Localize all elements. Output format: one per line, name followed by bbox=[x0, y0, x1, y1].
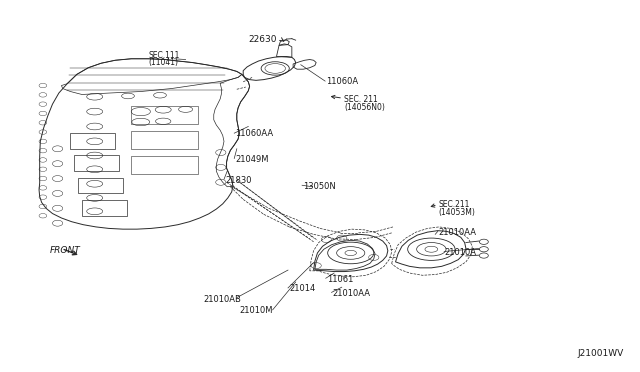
Text: 21014: 21014 bbox=[289, 284, 316, 293]
Text: J21001WV: J21001WV bbox=[578, 349, 624, 358]
Text: 21010M: 21010M bbox=[239, 307, 273, 315]
Text: FRONT: FRONT bbox=[50, 246, 81, 255]
Text: 21010AB: 21010AB bbox=[204, 295, 241, 304]
Text: 11060A: 11060A bbox=[326, 77, 358, 86]
Text: (14053M): (14053M) bbox=[438, 208, 476, 217]
Text: SEC.111: SEC.111 bbox=[148, 51, 180, 60]
Text: 11061: 11061 bbox=[327, 275, 353, 284]
Text: 21010A: 21010A bbox=[445, 248, 477, 257]
Text: 11060AA: 11060AA bbox=[236, 129, 274, 138]
Text: SEC. 211: SEC. 211 bbox=[344, 95, 378, 104]
Text: (14056N0): (14056N0) bbox=[344, 103, 385, 112]
Text: SEC.211: SEC.211 bbox=[438, 201, 470, 209]
Text: 21049M: 21049M bbox=[236, 155, 269, 164]
Text: 13050N: 13050N bbox=[303, 182, 336, 191]
Text: 21830: 21830 bbox=[225, 176, 252, 185]
Text: 21010AA: 21010AA bbox=[332, 289, 370, 298]
Text: 22630: 22630 bbox=[248, 35, 277, 44]
Text: 21010AA: 21010AA bbox=[438, 228, 476, 237]
Text: (11041): (11041) bbox=[148, 58, 179, 67]
